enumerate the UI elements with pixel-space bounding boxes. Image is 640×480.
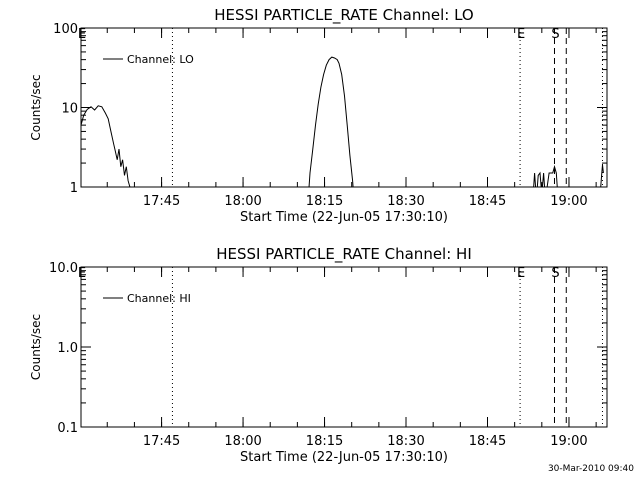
y-axis-label: Counts/sec bbox=[29, 314, 43, 380]
x-tick-label: 18:30 bbox=[387, 434, 424, 449]
y-axis-label: Counts/sec bbox=[29, 74, 43, 140]
marker-label: E bbox=[517, 27, 525, 42]
series-line-2 bbox=[533, 164, 558, 187]
y-tick-label: 1 bbox=[70, 181, 78, 196]
x-axis-label: Start Time (22-Jun-05 17:30:10) bbox=[240, 210, 448, 225]
y-tick-label: 1.0 bbox=[57, 341, 78, 356]
series-line-0 bbox=[81, 105, 131, 187]
x-tick-label: 17:45 bbox=[143, 434, 180, 449]
marker-label: S bbox=[551, 266, 559, 281]
plot-frame bbox=[80, 27, 608, 188]
x-tick-label: 18:30 bbox=[387, 194, 424, 209]
x-tick-label: 18:45 bbox=[469, 434, 506, 449]
chart-panel-1: HESSI PARTICLE_RATE Channel: HI Counts/se… bbox=[29, 245, 608, 465]
series-line-1 bbox=[308, 56, 354, 187]
plot-timestamp: 30-Mar-2010 09:40 bbox=[547, 464, 634, 474]
x-tick-label: 19:00 bbox=[550, 434, 587, 449]
legend-label: Channel: HI bbox=[127, 292, 191, 305]
x-tick-label: 19:00 bbox=[550, 194, 587, 209]
chart-panel-0: HESSI PARTICLE_RATE Channel: LO Counts/se… bbox=[29, 6, 608, 225]
y-tick-label: 0.1 bbox=[57, 421, 78, 436]
legend-label: Channel: LO bbox=[127, 53, 194, 66]
x-axis-label: Start Time (22-Jun-05 17:30:10) bbox=[240, 450, 448, 465]
marker-label: E bbox=[78, 27, 86, 42]
marker-label: E bbox=[517, 266, 525, 281]
y-tick-label: 10.0 bbox=[49, 261, 78, 276]
chart-title: HESSI PARTICLE_RATE Channel: HI bbox=[216, 245, 472, 264]
y-tick-label: 10 bbox=[61, 102, 78, 117]
plot-frame bbox=[80, 266, 608, 428]
marker-label: E bbox=[78, 266, 86, 281]
chart-title: HESSI PARTICLE_RATE Channel: LO bbox=[214, 6, 473, 25]
x-tick-label: 18:00 bbox=[224, 194, 261, 209]
x-tick-label: 18:15 bbox=[306, 194, 343, 209]
x-tick-label: 18:15 bbox=[306, 434, 343, 449]
x-tick-label: 17:45 bbox=[143, 194, 180, 209]
x-tick-label: 18:00 bbox=[224, 434, 261, 449]
x-tick-label: 18:45 bbox=[469, 194, 506, 209]
marker-label: S bbox=[551, 27, 559, 42]
series-line-3 bbox=[600, 164, 604, 187]
y-tick-label: 100 bbox=[53, 22, 78, 37]
